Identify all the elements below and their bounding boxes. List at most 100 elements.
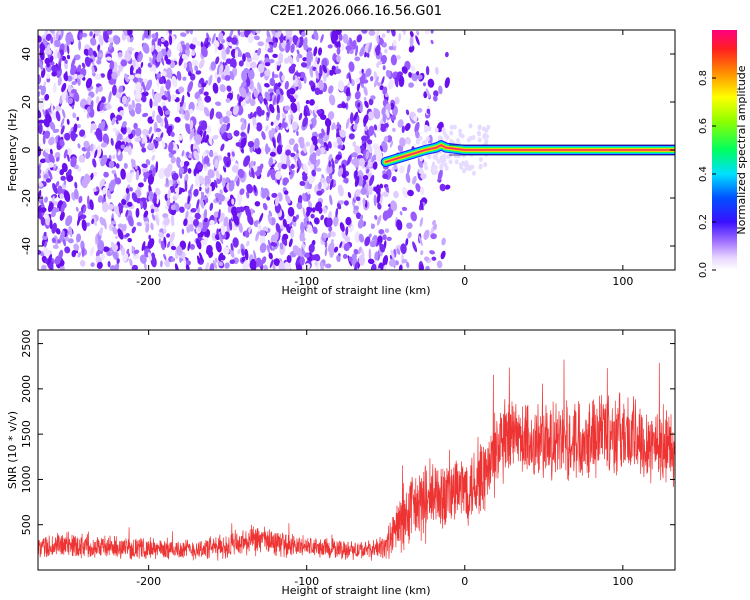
noise-blob: [283, 190, 289, 195]
snr-ytick-label: 2500: [20, 330, 33, 358]
noise-blob: [281, 74, 285, 81]
noise-blob: [344, 236, 351, 243]
noise-blob: [342, 33, 349, 44]
noise-blob: [163, 253, 167, 261]
noise-blob: [329, 179, 334, 191]
noise-blob: [397, 119, 404, 128]
noise-blob: [61, 82, 67, 93]
noise-blob: [441, 237, 446, 246]
noise-blob: [170, 257, 176, 262]
noise-blob: [143, 262, 147, 270]
noise-blob: [307, 190, 310, 195]
noise-blob: [309, 142, 315, 155]
noise-blob: [201, 82, 207, 88]
noise-blob: [296, 202, 303, 210]
noise-blob: [347, 191, 352, 199]
noise-blob: [166, 90, 171, 103]
noise-blob: [145, 159, 151, 166]
noise-blob: [319, 64, 323, 77]
noise-blob: [59, 211, 65, 221]
noise-blob: [264, 69, 271, 77]
noise-blob: [348, 61, 355, 72]
noise-blob: [334, 159, 339, 164]
noise-blob: [103, 32, 110, 43]
noise-blob: [312, 226, 318, 234]
noise-blob: [238, 60, 244, 67]
noise-blob: [388, 45, 394, 51]
noise-blob: [363, 96, 367, 102]
noise-blob: [45, 113, 52, 124]
noise-blob: [59, 265, 65, 270]
noise-blob: [351, 39, 357, 50]
noise-blob: [288, 138, 295, 146]
noise-blob: [176, 245, 183, 256]
noise-blob: [253, 35, 260, 41]
noise-blob: [226, 110, 233, 117]
noise-blob: [368, 233, 372, 238]
noise-blob: [123, 162, 128, 169]
noise-blob: [187, 195, 191, 205]
noise-blob: [200, 120, 208, 131]
noise-blob: [44, 240, 48, 248]
noise-blob: [45, 33, 52, 41]
noise-blob: [38, 123, 43, 135]
noise-blob: [204, 198, 209, 204]
noise-blob: [444, 77, 450, 89]
noise-blob: [348, 133, 355, 140]
noise-blob: [339, 129, 346, 138]
noise-blob: [315, 159, 321, 167]
noise-blob: [353, 205, 359, 211]
noise-blob: [358, 158, 366, 167]
noise-blob: [151, 213, 156, 221]
noise-blob: [371, 223, 375, 230]
noise-blob: [145, 223, 150, 233]
noise-blob: [415, 183, 421, 192]
noise-blob: [402, 186, 409, 199]
noise-blob: [109, 60, 115, 71]
noise-blob: [410, 211, 417, 222]
noise-blob: [152, 99, 159, 107]
noise-blob: [226, 132, 233, 139]
noise-blob: [151, 154, 156, 161]
noise-blob: [237, 248, 241, 255]
noise-blob: [67, 97, 74, 105]
noise-blob: [279, 34, 284, 44]
noise-blob: [365, 150, 370, 160]
noise-blob: [256, 122, 263, 132]
noise-blob: [247, 141, 255, 148]
noise-blob: [393, 190, 399, 199]
noise-blob: [296, 38, 301, 48]
noise-blob: [55, 110, 61, 122]
noise-blob: [44, 196, 48, 203]
noise-blob: [64, 59, 68, 64]
noise-blob: [157, 73, 161, 79]
noise-blob: [244, 230, 250, 238]
noise-blob: [125, 187, 130, 194]
noise-blob: [237, 30, 241, 36]
noise-blob: [378, 229, 385, 235]
noise-blob: [121, 247, 126, 256]
noise-blob: [382, 65, 386, 71]
noise-blob: [278, 261, 286, 270]
noise-blob: [271, 246, 276, 251]
noise-blob: [190, 207, 197, 213]
noise-blob: [187, 215, 194, 226]
noise-blob: [124, 53, 132, 62]
noise-blob: [337, 121, 341, 131]
noise-blob: [129, 37, 134, 43]
noise-blob: [284, 261, 291, 270]
noise-blob: [302, 57, 308, 62]
noise-blob: [200, 85, 205, 95]
noise-blob: [398, 264, 403, 270]
noise-blob: [126, 192, 130, 203]
noise-blob: [281, 122, 288, 129]
noise-blob: [409, 30, 414, 38]
noise-blob: [118, 85, 124, 93]
noise-blob: [51, 71, 57, 77]
noise-blob: [115, 119, 119, 125]
noise-blob: [466, 137, 471, 143]
noise-blob: [96, 261, 103, 269]
noise-blob: [240, 100, 246, 107]
snr-xtick-label: 100: [612, 575, 633, 588]
noise-blob: [355, 189, 361, 197]
